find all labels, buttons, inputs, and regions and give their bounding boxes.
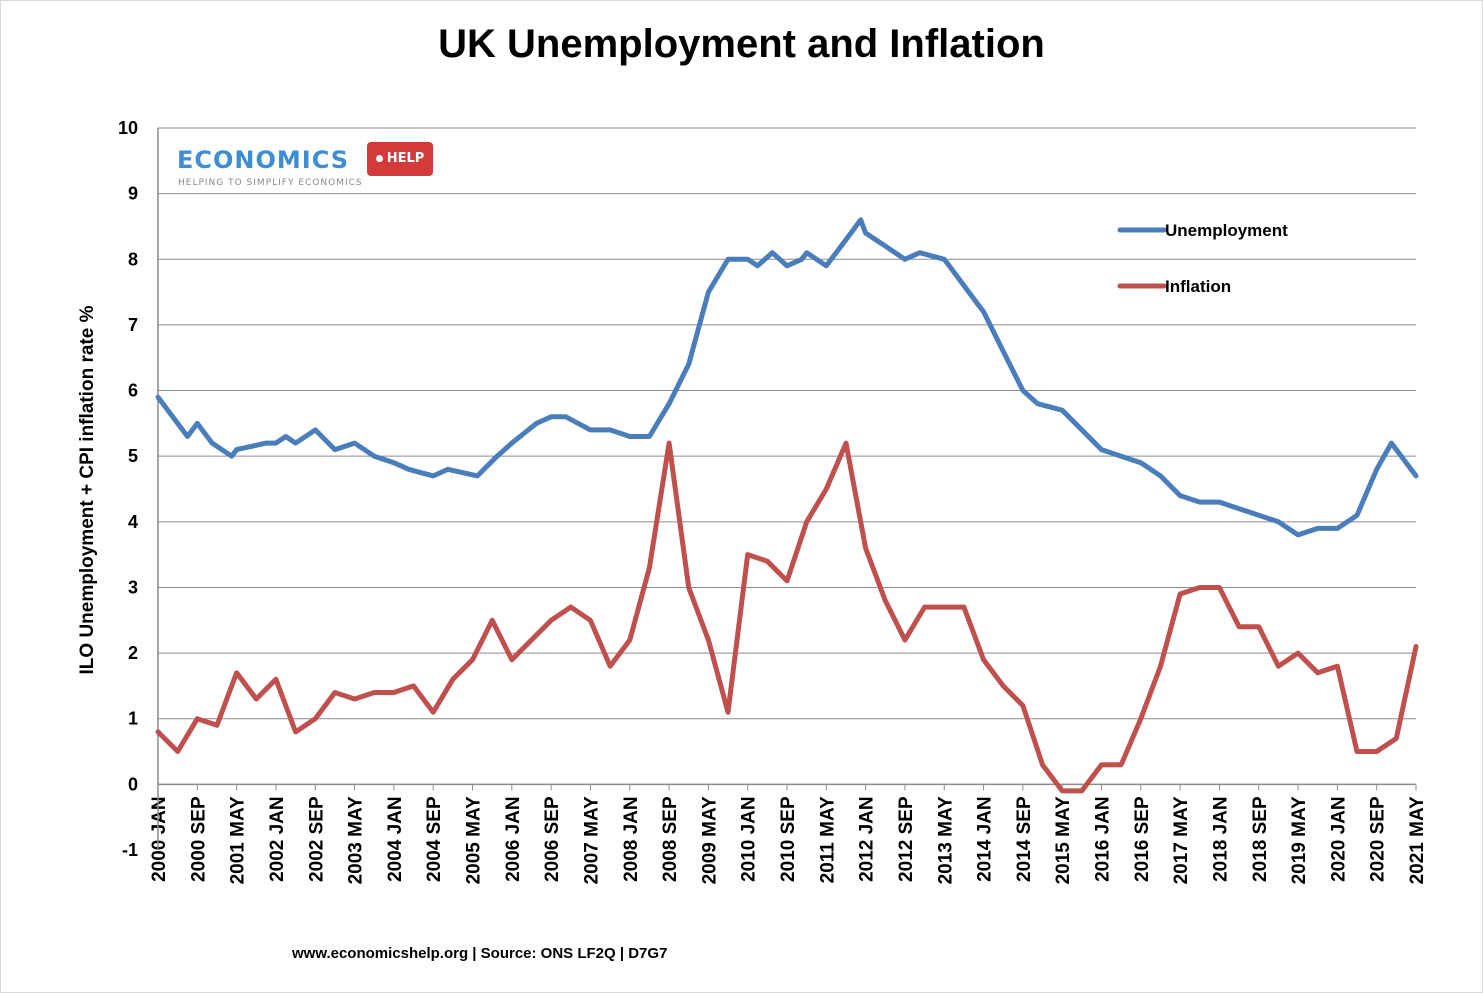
x-tick-label: 2019 MAY bbox=[1289, 796, 1310, 884]
x-tick-label: 2010 JAN bbox=[739, 796, 760, 882]
x-tick-label: 2012 JAN bbox=[857, 796, 878, 882]
source-note: www.economicshelp.org | Source: ONS LF2Q… bbox=[292, 945, 668, 962]
y-tick-label: 4 bbox=[128, 512, 138, 532]
y-tick-label: 3 bbox=[128, 577, 138, 597]
x-tick-label: 2018 JAN bbox=[1210, 796, 1231, 882]
x-tick-label: 2014 JAN bbox=[975, 796, 996, 882]
x-tick-label: 2000 JAN bbox=[149, 796, 170, 882]
y-tick-label: 10 bbox=[118, 118, 138, 138]
y-tick-label: 8 bbox=[128, 249, 138, 269]
logo-subtitle: HELPING TO SIMPLIFY ECONOMICS bbox=[178, 178, 363, 188]
x-tick-label: 2001 MAY bbox=[228, 796, 249, 884]
x-tick-label: 2011 MAY bbox=[817, 796, 838, 883]
x-tick-label: 2016 JAN bbox=[1093, 796, 1114, 882]
x-tick-label: 2005 MAY bbox=[464, 796, 485, 884]
legend: Unemployment Inflation bbox=[1117, 221, 1288, 296]
x-tick-label: 2006 SEP bbox=[542, 796, 563, 882]
series-line-unemployment bbox=[155, 217, 1419, 538]
chart-title: UK Unemployment and Inflation bbox=[438, 22, 1045, 66]
y-tick-label: 6 bbox=[128, 381, 138, 401]
x-tick-label: 2018 SEP bbox=[1250, 796, 1271, 882]
x-tick-label: 2014 SEP bbox=[1014, 796, 1035, 882]
x-tick-label: 2012 SEP bbox=[896, 796, 917, 882]
x-tick-label: 2013 MAY bbox=[935, 796, 956, 884]
x-tick-label: 2007 MAY bbox=[581, 796, 602, 884]
y-tick-label: 7 bbox=[128, 315, 138, 335]
x-tick-label: 2020 JAN bbox=[1328, 796, 1349, 882]
x-tick-label: 2004 SEP bbox=[424, 796, 445, 882]
x-tick-label: 2003 MAY bbox=[346, 796, 367, 884]
x-tick-label: 2004 JAN bbox=[385, 796, 406, 882]
x-tick-label: 2021 MAY bbox=[1407, 796, 1428, 884]
x-tick-label: 2002 SEP bbox=[306, 796, 327, 882]
x-tick-label: 2008 JAN bbox=[621, 796, 642, 882]
x-tick-label: 2010 SEP bbox=[778, 796, 799, 882]
x-tick-label: 2020 SEP bbox=[1368, 796, 1389, 882]
x-tick-label: 2008 SEP bbox=[660, 796, 681, 882]
x-tick-label: 2015 MAY bbox=[1053, 796, 1074, 884]
legend-label-unemployment: Unemployment bbox=[1165, 221, 1288, 240]
x-tick-label: 2009 MAY bbox=[699, 796, 720, 884]
y-tick-label: 5 bbox=[128, 446, 138, 466]
series-line-inflation bbox=[155, 440, 1419, 794]
x-tick-label: 2002 JAN bbox=[267, 796, 288, 882]
x-tick-label: 2017 MAY bbox=[1171, 796, 1192, 884]
economicshelp-logo: ECONOMICS HELP HELPING TO SIMPLIFY ECONO… bbox=[177, 140, 437, 195]
logo-main-text: ECONOMICS bbox=[177, 146, 350, 174]
x-tick-labels: 2000 JAN 2000 SEP 2001 MAY 2002 JAN 2002 SEP… bbox=[149, 796, 1428, 884]
x-tick-label: 2016 SEP bbox=[1132, 796, 1153, 882]
legend-label-inflation: Inflation bbox=[1165, 277, 1231, 296]
y-tick-label: 2 bbox=[128, 643, 138, 663]
y-tick-label: 9 bbox=[128, 184, 138, 204]
y-tick-label: 1 bbox=[128, 709, 138, 729]
x-tick-label: 2000 SEP bbox=[188, 796, 209, 882]
x-tick-label: 2006 JAN bbox=[503, 796, 524, 882]
gridlines bbox=[158, 127, 1416, 785]
series-lines bbox=[155, 217, 1419, 794]
y-tick-label: -1 bbox=[122, 840, 138, 860]
logo-tag: HELP bbox=[367, 142, 433, 176]
y-tick-label: 0 bbox=[128, 774, 138, 794]
